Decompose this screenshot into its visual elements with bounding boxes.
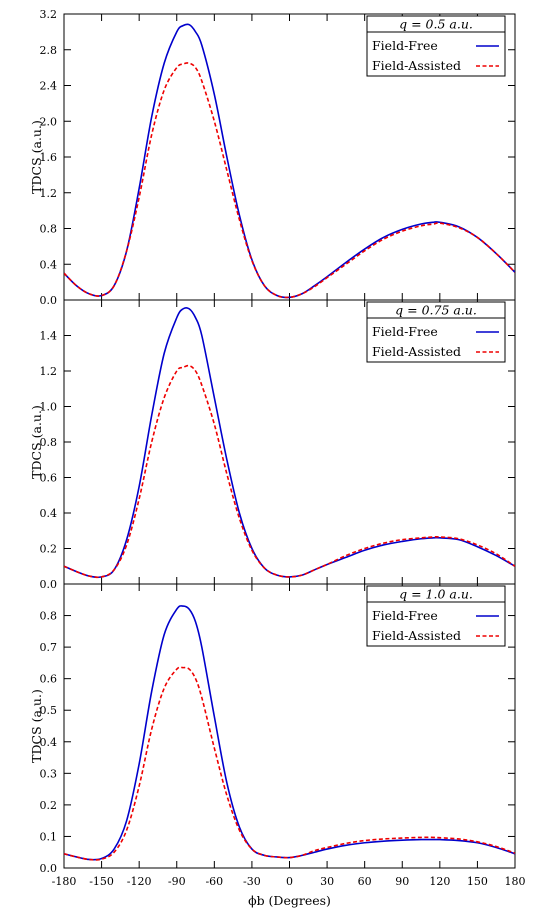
y-tick-label: 0.4 bbox=[40, 507, 58, 520]
x-tick-label: -150 bbox=[89, 875, 114, 888]
legend: q = 1.0 a.u. Field-Free Field-Assisted bbox=[366, 585, 506, 647]
x-tick-label: -30 bbox=[243, 875, 261, 888]
series-line-field-free bbox=[64, 306, 515, 579]
y-tick-label: 0.1 bbox=[40, 830, 58, 843]
panel-1: 0.0 0.4 0.8 1.2 1.6 2.0 2.4 2.8 3.2 TDCS (a.u.) q … bbox=[29, 8, 516, 307]
y-tick-label: 1.2 bbox=[40, 365, 58, 378]
series-line-field-assisted bbox=[64, 364, 515, 579]
y-axis-label: TDCS (a.u.) bbox=[29, 405, 44, 479]
x-tick-label: 120 bbox=[429, 875, 450, 888]
legend-entry-label: Field-Assisted bbox=[372, 344, 461, 359]
y-tick-label: 0.0 bbox=[40, 294, 58, 307]
y-tick-label: 2.8 bbox=[40, 44, 58, 57]
legend: q = 0.75 a.u. Field-Free Field-Assisted bbox=[366, 301, 506, 363]
x-tick-label: 180 bbox=[505, 875, 526, 888]
y-tick-label: 0.6 bbox=[40, 673, 58, 686]
x-tick-label: 60 bbox=[358, 875, 372, 888]
y-tick-label: 1.0 bbox=[40, 401, 58, 414]
x-tick-label: -60 bbox=[205, 875, 223, 888]
y-tick-label: 0.0 bbox=[40, 862, 58, 875]
legend-box bbox=[366, 601, 506, 647]
x-tick-label: -120 bbox=[127, 875, 152, 888]
y-tick-label: 1.4 bbox=[40, 330, 58, 343]
y-axis-label: TDCS (a.u.) bbox=[29, 689, 44, 763]
legend-title: q = 0.75 a.u. bbox=[395, 303, 477, 318]
y-tick-label: 0.2 bbox=[40, 543, 58, 556]
x-tick-label: 30 bbox=[320, 875, 334, 888]
legend-box bbox=[366, 317, 506, 363]
y-tick-label: 0.6 bbox=[40, 472, 58, 485]
y-tick-label: 2.4 bbox=[40, 80, 58, 93]
legend-title: q = 0.5 a.u. bbox=[399, 17, 473, 32]
legend-entry-label: Field-Assisted bbox=[372, 58, 461, 73]
series-line-field-free bbox=[64, 605, 515, 861]
y-tick-label: 0.5 bbox=[40, 704, 58, 717]
y-tick-label: 0.4 bbox=[40, 736, 58, 749]
x-tick-label: 0 bbox=[286, 875, 293, 888]
y-tick-label: 3.2 bbox=[40, 8, 58, 21]
legend-box bbox=[366, 31, 506, 77]
y-tick-label: 0.8 bbox=[40, 223, 58, 236]
y-tick-label: 0.8 bbox=[40, 610, 58, 623]
y-tick-label: 0.8 bbox=[40, 436, 58, 449]
panel-2: 0.0 0.2 0.4 0.6 0.8 1.0 1.2 1.4 TDCS (a.u.) q = 0… bbox=[29, 299, 516, 591]
legend: q = 0.5 a.u. Field-Free Field-Assisted bbox=[366, 15, 506, 77]
legend-title: q = 1.0 a.u. bbox=[399, 587, 473, 602]
legend-entry-label: Field-Free bbox=[372, 38, 438, 53]
y-tick-label: 0.3 bbox=[40, 767, 58, 780]
y-tick-label: 0.0 bbox=[40, 578, 58, 591]
y-tick-label: 1.2 bbox=[40, 187, 58, 200]
x-tick-label: -180 bbox=[52, 875, 77, 888]
panel-3: 0.0 0.1 0.2 0.3 0.4 0.5 0.6 0.7 0.8 TDCS (a.u.) q … bbox=[29, 583, 526, 908]
x-axis-label: ϕb (Degrees) bbox=[248, 893, 331, 908]
y-tick-label: 0.2 bbox=[40, 799, 58, 812]
series-line-field-free bbox=[64, 23, 515, 299]
y-tick-label: 2.0 bbox=[40, 115, 58, 128]
x-tick-label: 90 bbox=[395, 875, 409, 888]
x-tick-label: -90 bbox=[168, 875, 186, 888]
legend-entry-label: Field-Assisted bbox=[372, 628, 461, 643]
y-axis-label: TDCS (a.u.) bbox=[29, 120, 44, 194]
y-tick-label: 0.4 bbox=[40, 258, 58, 271]
series-line-field-assisted bbox=[64, 666, 515, 861]
y-tick-label: 1.6 bbox=[40, 151, 58, 164]
x-tick-label: 150 bbox=[467, 875, 488, 888]
y-tick-label: 0.7 bbox=[40, 641, 58, 654]
series-line-field-assisted bbox=[64, 62, 515, 299]
legend-entry-label: Field-Free bbox=[372, 608, 438, 623]
legend-entry-label: Field-Free bbox=[372, 324, 438, 339]
